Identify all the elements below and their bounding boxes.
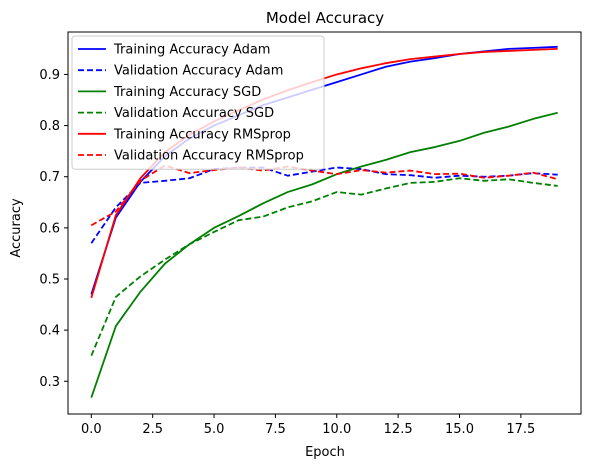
y-tick-label: 0.4	[39, 324, 60, 339]
legend-label: Validation Accuracy SGD	[114, 106, 274, 121]
legend-label: Validation Accuracy RMSprop	[114, 149, 304, 164]
x-tick-label: 15.0	[445, 422, 474, 437]
y-tick-label: 0.8	[39, 119, 60, 134]
legend-label: Validation Accuracy Adam	[114, 64, 283, 79]
y-tick-label: 0.3	[39, 375, 60, 390]
x-axis-label: Epoch	[305, 445, 345, 460]
x-tick-label: 7.5	[265, 422, 286, 437]
series-line-6	[90, 164, 558, 227]
x-tick-label: 17.5	[506, 422, 535, 437]
x-tick-label: 5.0	[204, 422, 225, 437]
x-tick-label: 12.5	[384, 422, 413, 437]
legend-label: Training Accuracy Adam	[113, 43, 270, 58]
y-tick-label: 0.6	[39, 221, 60, 236]
y-axis-label: Accuracy	[9, 198, 24, 258]
chart-legend: Training Accuracy Adam Validation Accurac…	[71, 35, 325, 170]
legend-box	[71, 35, 325, 170]
chart-title: Model Accuracy	[266, 9, 384, 27]
y-tick-label: 0.5	[39, 272, 60, 287]
y-tick-label: 0.7	[39, 170, 60, 185]
x-tick-label: 10.0	[322, 422, 351, 437]
x-tick-label: 0.0	[81, 422, 102, 437]
plot-frame	[67, 31, 582, 415]
legend-label: Training Accuracy RMSprop	[113, 127, 291, 142]
x-tick-label: 2.5	[142, 422, 163, 437]
series-line-2	[90, 166, 558, 244]
series-line-4	[90, 177, 558, 357]
legend-label: Training Accuracy SGD	[113, 85, 261, 100]
series-line-3	[90, 111, 558, 398]
y-tick-label: 0.9	[39, 68, 60, 83]
